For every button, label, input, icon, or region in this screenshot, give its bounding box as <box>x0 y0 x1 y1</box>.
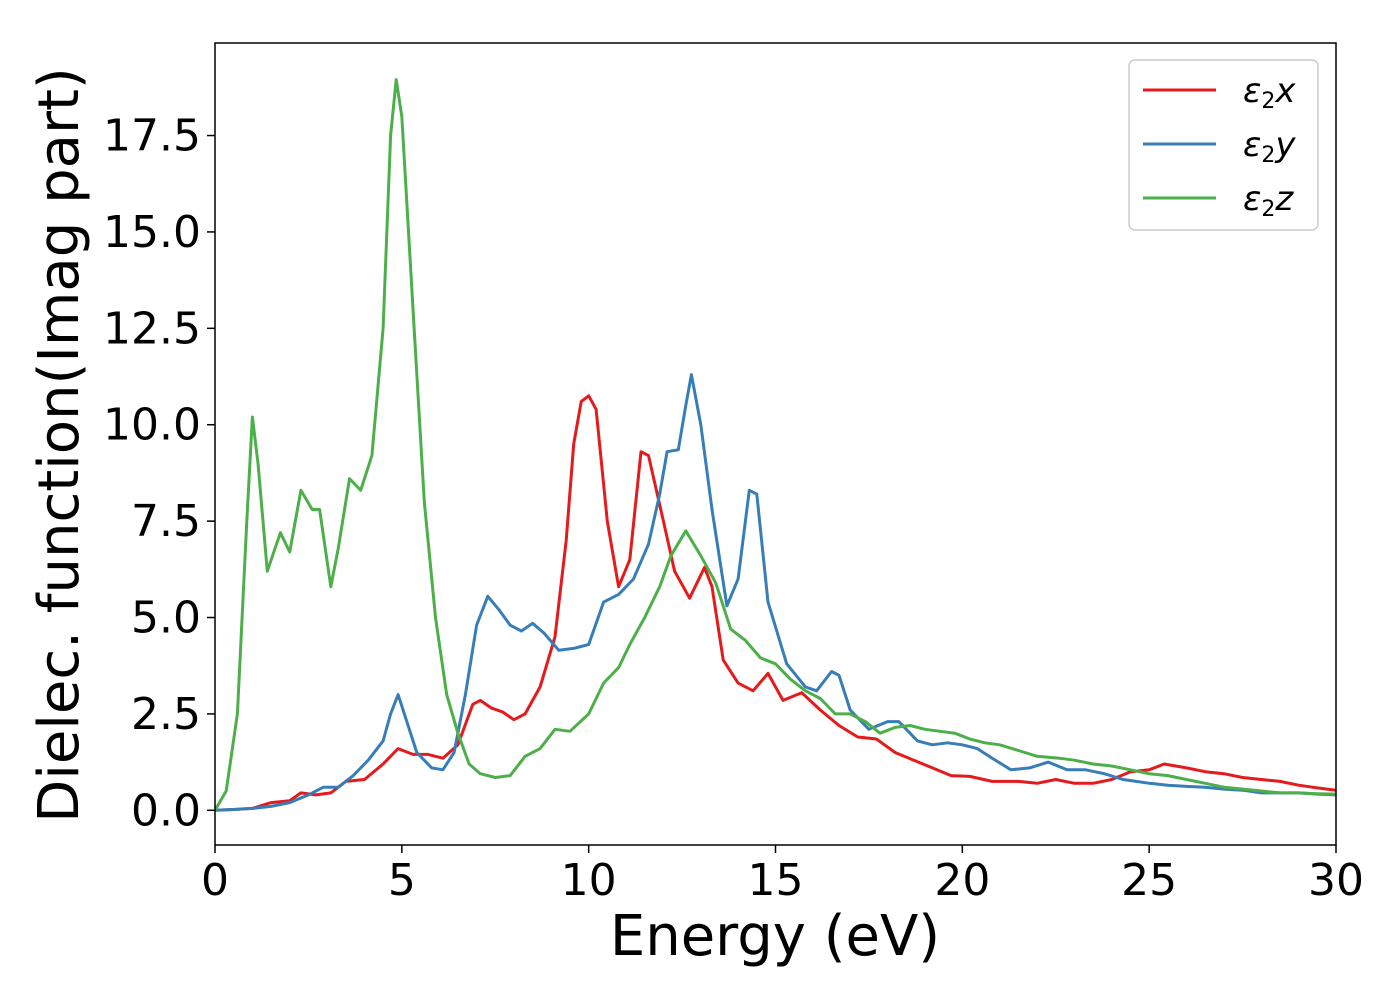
legend-box <box>1128 59 1319 231</box>
y-tick-label: 7.5 <box>131 496 201 547</box>
legend: ε2x ε2y ε2z <box>1128 59 1319 231</box>
legend-label-z: ε2z <box>1243 179 1294 222</box>
legend-label-y: ε2y <box>1243 125 1296 168</box>
x-tick-label: 10 <box>561 855 617 906</box>
series-line-z <box>215 78 1336 812</box>
y-tick-label: 12.5 <box>103 303 201 354</box>
x-axis-label: Energy (eV) <box>610 904 940 969</box>
y-tick-label: 10.0 <box>103 400 201 451</box>
y-tick-label: 5.0 <box>131 593 201 644</box>
x-tick-label: 30 <box>1308 855 1364 906</box>
y-tick-label: 17.5 <box>103 111 201 162</box>
ticks-layer: 0 5 10 15 20 25 30 0.0 2.5 5.0 7.5 10.0 12.5 15.0 17.5 <box>103 111 1364 906</box>
x-tick-label: 15 <box>748 855 804 906</box>
y-tick-label: 15.0 <box>103 207 201 258</box>
series-layer <box>215 78 1336 812</box>
legend-label-x: ε2x <box>1243 71 1296 114</box>
x-tick-label: 20 <box>934 855 990 906</box>
x-tick-label: 0 <box>201 855 229 906</box>
series-line-y <box>215 373 1336 812</box>
series-line-x <box>215 394 1336 812</box>
x-tick-label: 25 <box>1121 855 1177 906</box>
y-tick-label: 2.5 <box>131 689 201 740</box>
x-tick-label: 5 <box>388 855 416 906</box>
y-axis-label: Dielec. function(Imag part) <box>27 67 92 823</box>
y-tick-label: 0.0 <box>131 785 201 836</box>
